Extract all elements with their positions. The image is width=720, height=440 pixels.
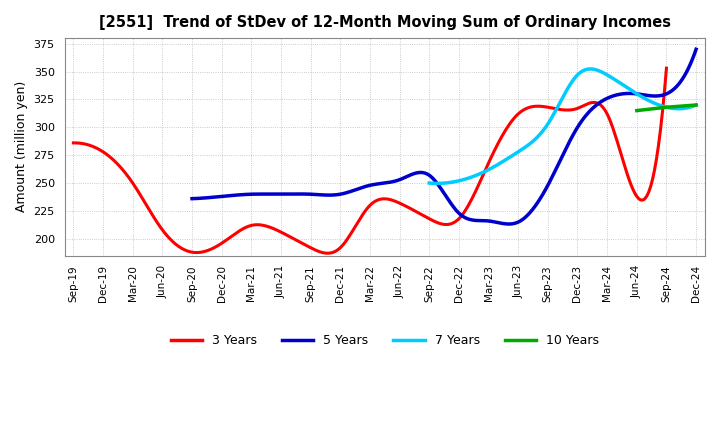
3 Years [422,215,431,220]
5 Years [486,219,495,224]
7 Years [425,180,433,186]
5 Years [496,220,505,226]
5 Years [189,196,198,201]
7 Years [585,66,593,72]
5 Years [614,92,623,97]
7 Years [669,106,678,111]
3 Years [323,251,332,256]
10 Years [692,103,701,108]
7 Years [433,181,441,186]
Line: 5 Years: 5 Years [192,49,696,224]
7 Years [692,103,701,108]
5 Years [647,93,655,99]
7 Years [590,67,598,72]
7 Years [426,180,434,186]
3 Years [71,140,80,146]
Y-axis label: Amount (million yen): Amount (million yen) [15,81,28,213]
7 Years [652,101,660,106]
Title: [2551]  Trend of StDev of 12-Month Moving Sum of Ordinary Incomes: [2551] Trend of StDev of 12-Month Moving… [99,15,671,30]
5 Years [692,47,701,52]
3 Years [69,140,78,146]
3 Years [424,216,433,221]
5 Years [487,219,496,224]
3 Years [608,125,617,131]
5 Years [505,221,513,227]
10 Years [662,105,671,110]
7 Years [587,66,595,72]
7 Years [584,66,593,72]
5 Years [188,196,197,202]
Line: 7 Years: 7 Years [429,69,696,183]
3 Years [571,106,580,112]
Line: 3 Years: 3 Years [73,68,667,253]
Legend: 3 Years, 5 Years, 7 Years, 10 Years: 3 Years, 5 Years, 7 Years, 10 Years [166,329,604,352]
Line: 10 Years: 10 Years [636,105,696,110]
3 Years [662,66,671,71]
3 Years [434,220,443,226]
10 Years [632,108,641,113]
